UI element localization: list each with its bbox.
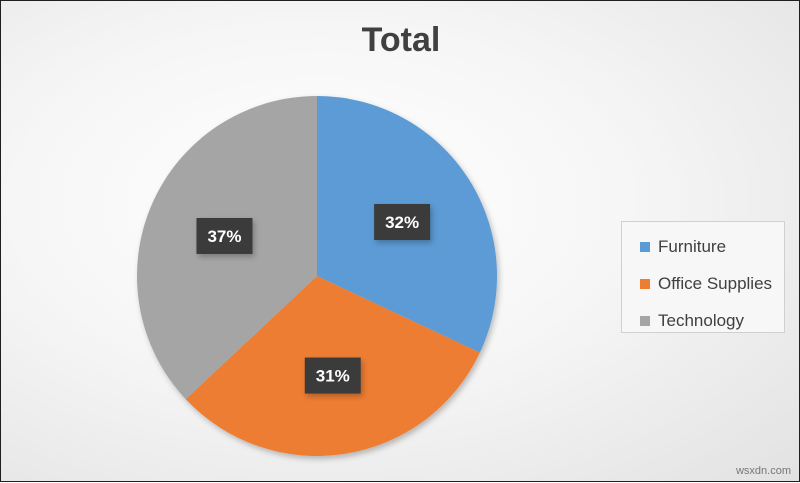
- data-label-text: 32%: [385, 213, 419, 232]
- legend-swatch: [640, 315, 650, 326]
- data-label-box: [304, 357, 361, 394]
- data-label-box: [196, 217, 253, 254]
- data-label: 31%: [304, 357, 361, 394]
- chart-title: Total: [361, 21, 441, 59]
- legend-item-technology: Technology: [640, 302, 784, 339]
- data-label: 32%: [374, 203, 431, 240]
- data-label: 37%: [196, 217, 253, 254]
- legend-item-office-supplies: Office Supplies: [640, 265, 784, 302]
- data-label-box: [374, 203, 431, 240]
- legend-swatch: [640, 241, 650, 252]
- legend-label: Office Supplies: [658, 273, 773, 293]
- legend-label: Furniture: [658, 236, 727, 256]
- legend: Furniture Office Supplies Technology: [621, 221, 785, 333]
- legend-item-furniture: Furniture: [640, 228, 784, 265]
- legend-label: Technology: [658, 310, 745, 330]
- data-label-text: 37%: [207, 227, 241, 246]
- legend-swatch: [640, 278, 650, 289]
- data-label-text: 31%: [316, 367, 350, 386]
- watermark: wsxdn.com: [735, 465, 791, 477]
